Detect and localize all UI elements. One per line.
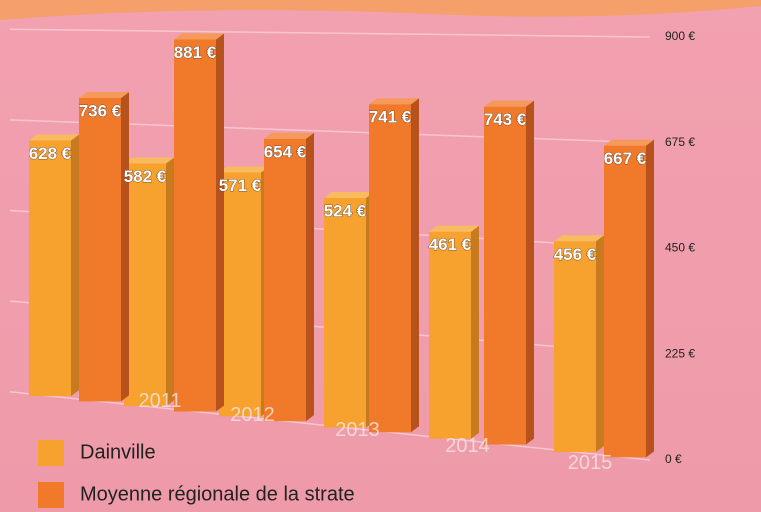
value-label: 667 € [604,149,647,168]
bar [554,241,596,453]
bar-side [216,33,224,412]
value-label: 571 € [219,176,262,195]
bar-side [526,100,534,445]
bar [174,39,216,412]
y-tick-label: 900 € [665,29,695,43]
y-tick-label: 675 € [665,135,695,149]
y-tick-label: 225 € [665,346,695,360]
value-label: 654 € [264,142,307,161]
bar-top [429,225,479,232]
legend-swatch [38,440,64,466]
x-tick-label: 2015 [568,452,613,474]
value-label: 881 € [174,43,217,62]
bar-top [29,134,79,141]
bar-side [166,157,174,407]
legend-swatch [38,482,64,508]
top-strip [0,0,761,20]
bar-side [471,225,479,439]
value-label: 743 € [484,110,527,129]
y-tick-label: 450 € [665,241,695,255]
bar-top [369,98,419,105]
value-label: 736 € [79,101,122,120]
bar [604,145,646,458]
value-label: 628 € [29,144,72,163]
bar-top [124,157,174,164]
bar-side [411,98,419,433]
bar-top [554,235,604,242]
value-label: 582 € [124,167,167,186]
legend-label: Dainville [80,441,156,463]
x-tick-label: 2013 [335,419,380,441]
bar [124,163,166,407]
grid-line [9,28,651,38]
bar [324,197,366,428]
bar-side [306,132,314,422]
bar [79,97,121,402]
bar-side [646,139,654,458]
bar [369,104,411,433]
bar [484,106,526,445]
bar-top [79,91,129,98]
bar-top [264,132,314,139]
value-label: 524 € [324,201,367,220]
bar [219,172,261,417]
bar-top [324,191,374,198]
bar [264,138,306,422]
bar-top [219,166,269,173]
bar-side [121,91,129,402]
x-tick-label: 2014 [445,435,490,457]
value-label: 461 € [429,235,472,254]
y-tick-label: 0 € [665,452,682,466]
x-tick-label: 2011 [138,390,181,412]
bar [29,140,71,397]
legend-label: Moyenne régionale de la strate [80,483,355,505]
bar-side [71,134,79,397]
bar-side [596,235,604,453]
bar-top [604,139,654,146]
x-tick-label: 2012 [230,404,275,426]
bar-top [174,33,224,40]
value-label: 456 € [554,245,597,264]
bar [429,231,471,439]
value-label: 741 € [369,108,412,127]
bar-top [484,100,534,107]
